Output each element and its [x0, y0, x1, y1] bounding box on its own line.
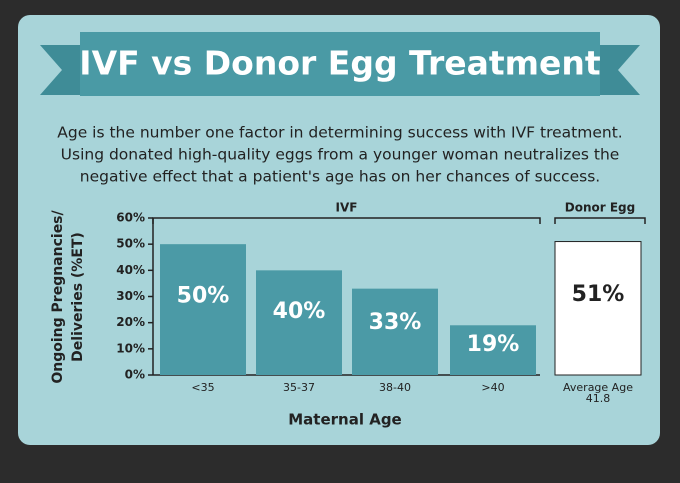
value-label: 33%	[369, 310, 422, 335]
y-tick-label: 60%	[116, 211, 145, 225]
x-tick-label: <35	[191, 381, 215, 394]
x-tick-label: Average Age 41.8	[563, 381, 633, 405]
banner	[80, 32, 600, 96]
value-label: 40%	[273, 299, 326, 324]
x-tick-label: 35-37	[283, 381, 315, 394]
y-label: Ongoing Pregnancies/ Deliveries (%ET)	[50, 209, 86, 383]
chart-title: IVF vs Donor Egg Treatment	[79, 44, 601, 83]
x-tick-label: 38-40	[379, 381, 411, 394]
bar	[160, 244, 246, 375]
y-tick-label: 20%	[116, 315, 145, 329]
group-label: Donor Egg	[565, 201, 635, 215]
y-label-line: Ongoing Pregnancies/	[50, 209, 66, 383]
group-label: IVF	[336, 201, 358, 215]
y-tick-label: 0%	[125, 368, 145, 382]
group-bracket	[554, 217, 646, 224]
value-label: 19%	[467, 332, 520, 357]
bar	[256, 270, 342, 375]
y-label-line: Deliveries (%ET)	[70, 232, 86, 362]
y-tick-label: 30%	[116, 289, 145, 303]
y-tick-label: 10%	[116, 341, 145, 355]
x-tick-label: >40	[481, 381, 505, 394]
value-label: 50%	[177, 284, 230, 309]
value-label: 51%	[572, 282, 625, 307]
y-tick-label: 50%	[116, 237, 145, 251]
y-tick-label: 40%	[116, 263, 145, 277]
subtitle: negative effect that a patient's age has…	[80, 168, 600, 186]
subtitle: Using donated high-quality eggs from a y…	[61, 146, 620, 164]
bar	[450, 325, 536, 375]
x-label: Maternal Age	[288, 411, 401, 429]
bar	[554, 241, 642, 376]
group-bracket	[152, 217, 541, 224]
subtitle: Age is the number one factor in determin…	[57, 124, 622, 142]
bar	[352, 288, 438, 375]
